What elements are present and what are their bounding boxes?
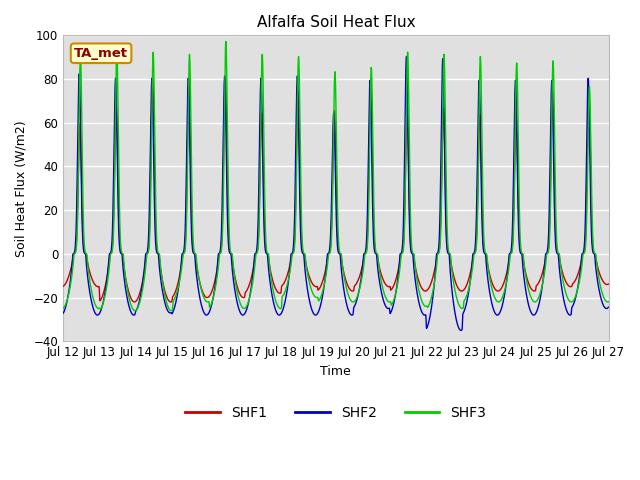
Legend: SHF1, SHF2, SHF3: SHF1, SHF2, SHF3 bbox=[180, 400, 492, 425]
Title: Alfalfa Soil Heat Flux: Alfalfa Soil Heat Flux bbox=[257, 15, 415, 30]
Text: TA_met: TA_met bbox=[74, 47, 128, 60]
Y-axis label: Soil Heat Flux (W/m2): Soil Heat Flux (W/m2) bbox=[15, 120, 28, 257]
X-axis label: Time: Time bbox=[321, 365, 351, 378]
